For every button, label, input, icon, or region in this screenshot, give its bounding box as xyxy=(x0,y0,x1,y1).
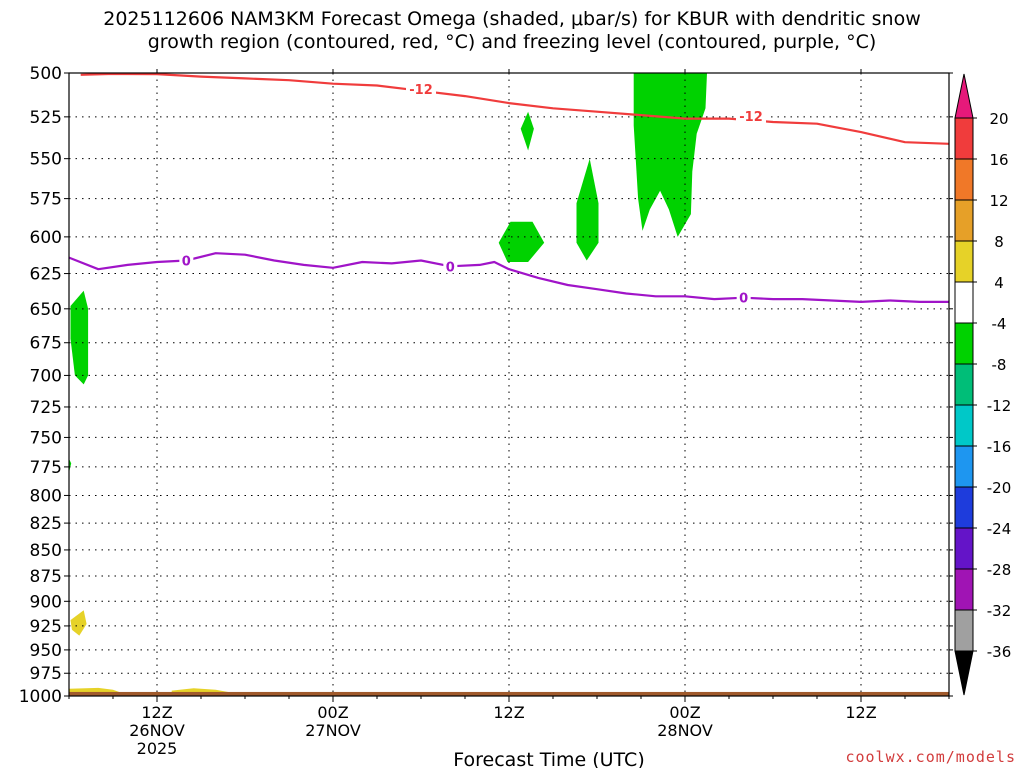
contour-label: -12 xyxy=(739,110,763,125)
y-tick-label: 875 xyxy=(30,567,62,587)
omega-shaded-area xyxy=(70,610,87,636)
colorbar-segment xyxy=(954,404,974,447)
omega-shaded-area xyxy=(520,111,534,151)
colorbar-segment xyxy=(954,199,974,242)
omega-shaded-area xyxy=(171,688,231,693)
colorbar-label: 16 xyxy=(989,151,1008,169)
x-tick-label: 27NOV xyxy=(305,721,361,740)
y-tick-label: 525 xyxy=(30,108,62,128)
y-tick-label: 900 xyxy=(30,592,62,612)
x-tick-label: 00Z xyxy=(669,703,700,722)
y-tick-label: 550 xyxy=(30,150,62,170)
y-tick-label: 675 xyxy=(30,334,62,354)
chart-title-line-1: 2025112606 NAM3KM Forecast Omega (shaded… xyxy=(103,8,921,30)
y-tick-label: 925 xyxy=(30,617,62,637)
site-credit: coolwx.com/models xyxy=(845,748,1016,766)
contour-label: 0 xyxy=(182,255,191,270)
chart-title-line-2: growth region (contoured, red, °C) and f… xyxy=(147,31,877,53)
colorbar-label: -24 xyxy=(987,520,1012,538)
colorbar-segment xyxy=(954,609,974,652)
colorbar-segment xyxy=(954,650,974,696)
contour-label-bg xyxy=(179,253,194,268)
surface-terrain-band xyxy=(69,691,949,696)
colorbar-label: -4 xyxy=(992,315,1007,333)
freezing-level-contour-line xyxy=(69,252,949,303)
y-tick-label: 1000 xyxy=(19,687,62,707)
colorbar-segment xyxy=(954,322,974,365)
y-tick-label: 625 xyxy=(30,265,62,285)
y-tick-label: 500 xyxy=(30,64,62,84)
y-tick-label: 650 xyxy=(30,300,62,320)
colorbar-label: -20 xyxy=(987,479,1012,497)
omega-shaded-area xyxy=(633,73,707,237)
y-tick-label: 750 xyxy=(30,428,62,448)
y-tick-label: 575 xyxy=(30,190,62,210)
omega-shaded-area xyxy=(498,221,545,262)
contour-label-bg xyxy=(406,82,436,97)
colorbar-segment xyxy=(954,117,974,160)
colorbar-label: -8 xyxy=(992,356,1007,374)
omega-shaded-area xyxy=(69,687,121,693)
x-tick-label: 12Z xyxy=(845,703,876,722)
omega-shaded-area xyxy=(576,158,599,261)
dendritic-snow-contour-line xyxy=(80,73,949,145)
colorbar-segment xyxy=(954,363,974,406)
colorbar-segment xyxy=(954,568,974,611)
y-tick-label: 975 xyxy=(30,664,62,684)
colorbar-segment xyxy=(954,281,974,324)
contour-label-bg xyxy=(736,108,766,123)
colorbar-label: -16 xyxy=(987,438,1012,456)
omega-shaded-area xyxy=(70,290,89,385)
plot-area: -12 -12 0 0 0 xyxy=(69,73,949,696)
y-tick-label: 600 xyxy=(30,228,62,248)
colorbar-label: 12 xyxy=(989,192,1008,210)
colorbar-segment xyxy=(954,527,974,570)
plot-frame xyxy=(68,72,950,697)
x-tick-label: 12Z xyxy=(493,703,524,722)
colorbar-label: -36 xyxy=(987,643,1012,661)
colorbar-label: 20 xyxy=(989,110,1008,128)
colorbar-label: 4 xyxy=(994,274,1004,292)
x-axis-label: Forecast Time (UTC) xyxy=(453,749,644,768)
colorbar: 20 16 12 8 4 -4 -8 -12 -16 -20 -24 -28 -32 -36 xyxy=(954,73,1012,696)
contour-label: 0 xyxy=(446,260,455,275)
contour-label-bg xyxy=(736,290,751,305)
x-tick-label: 28NOV xyxy=(657,721,713,740)
colorbar-label: -28 xyxy=(987,561,1012,579)
x-tick-label: 00Z xyxy=(317,703,348,722)
y-tick-label: 850 xyxy=(30,541,62,561)
y-tick-label: 775 xyxy=(30,458,62,478)
colorbar-segment xyxy=(954,445,974,488)
y-tick-label: 825 xyxy=(30,514,62,534)
contour-label: -12 xyxy=(409,83,433,98)
contour-label: 0 xyxy=(739,292,748,307)
y-tick-label: 725 xyxy=(30,398,62,418)
contour-label-bg xyxy=(443,259,458,274)
y-tick-label: 700 xyxy=(30,366,62,386)
colorbar-segment xyxy=(954,73,974,119)
x-tick-label: 26NOV xyxy=(129,721,185,740)
colorbar-segment xyxy=(954,158,974,201)
y-tick-label: 800 xyxy=(30,486,62,506)
y-tick-label: 950 xyxy=(30,641,62,661)
x-tick-label: 2025 xyxy=(137,739,178,758)
colorbar-segment xyxy=(954,240,974,283)
colorbar-label: -12 xyxy=(987,397,1012,415)
x-tick-label: 12Z xyxy=(141,703,172,722)
colorbar-label: 8 xyxy=(994,233,1004,251)
colorbar-label: -32 xyxy=(987,602,1012,620)
colorbar-segment xyxy=(954,486,974,529)
